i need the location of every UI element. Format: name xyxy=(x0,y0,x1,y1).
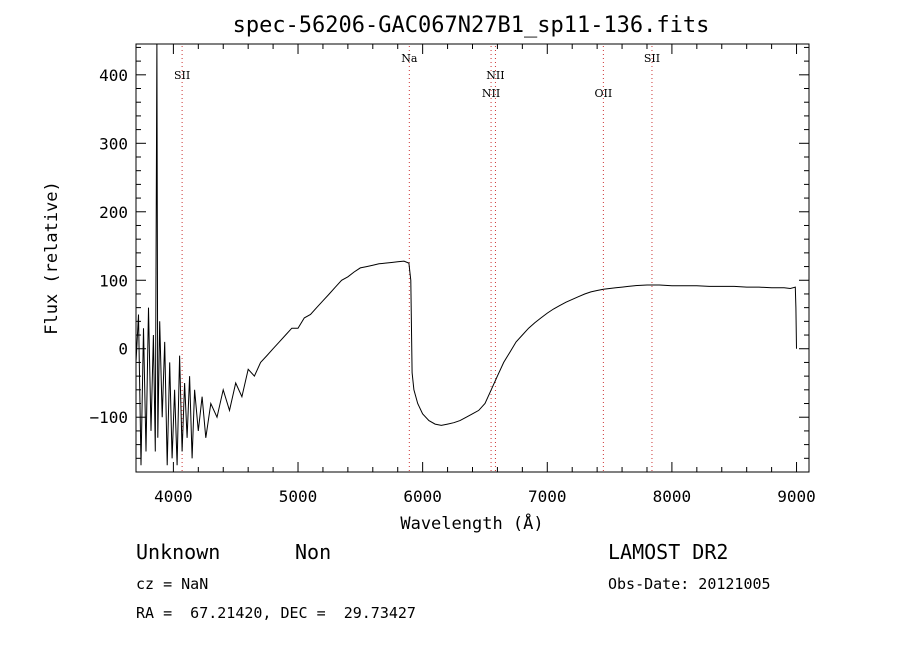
line-label-3: NII xyxy=(486,69,504,82)
spectrum-line-0 xyxy=(136,44,797,466)
x-tick-label: 9000 xyxy=(777,487,816,506)
chart-title: spec-56206-GAC067N27B1_sp11-136.fits xyxy=(233,13,710,38)
object-class: Unknown xyxy=(136,540,221,564)
y-axis: −100 0 100 200 300 400 xyxy=(89,46,809,473)
coordinates: RA = 67.21420, DEC = 29.73427 xyxy=(136,604,416,622)
observation-date: Obs-Date: 20121005 xyxy=(608,575,771,593)
line-label-0: SII xyxy=(174,69,190,82)
y-tick-label: 200 xyxy=(99,203,128,222)
line-label-2: NII xyxy=(482,87,500,100)
plot-frame xyxy=(135,43,810,473)
x-tick-label: 4000 xyxy=(154,487,193,506)
line-label-1: Na xyxy=(401,52,418,65)
x-tick-label: 7000 xyxy=(528,487,567,506)
spectrum-layer xyxy=(136,44,797,466)
object-subclass: Non xyxy=(295,540,332,564)
line-label-5: SII xyxy=(644,52,660,65)
y-tick-label: −100 xyxy=(89,408,128,427)
line-label-4: OII xyxy=(595,87,613,100)
y-tick-label: 0 xyxy=(118,340,128,359)
y-axis-label: Flux (relative) xyxy=(42,181,62,335)
y-tick-label: 100 xyxy=(99,271,128,290)
x-tick-label: 8000 xyxy=(653,487,692,506)
redshift-value: cz = NaN xyxy=(136,575,209,593)
x-axis: 4000 5000 6000 7000 8000 9000 xyxy=(154,44,816,506)
emission-line-markers: SII Na NII NII OII SII xyxy=(174,46,660,471)
y-tick-label: 400 xyxy=(99,66,128,85)
y-tick-label: 300 xyxy=(99,134,128,153)
x-axis-label: Wavelength (Å) xyxy=(400,512,543,534)
x-tick-label: 6000 xyxy=(403,487,442,506)
x-tick-label: 5000 xyxy=(279,487,318,506)
survey-name: LAMOST DR2 xyxy=(608,540,729,564)
